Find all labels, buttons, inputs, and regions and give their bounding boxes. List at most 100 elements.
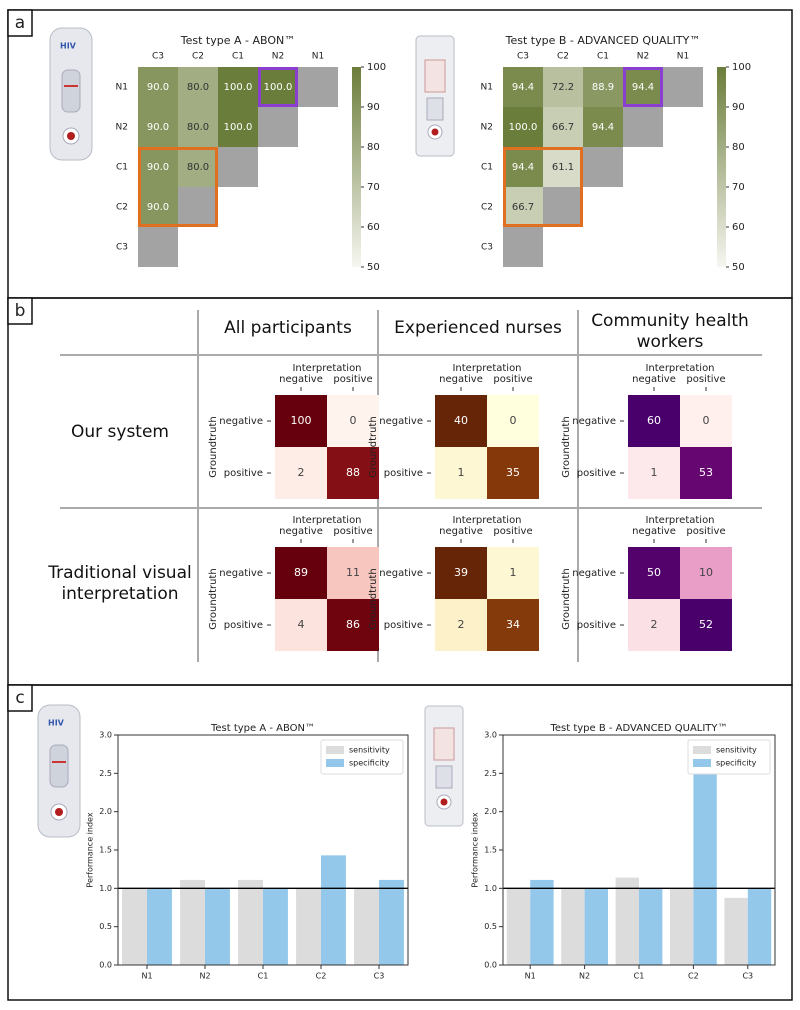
bar xyxy=(584,888,608,965)
y-tick-label: positive xyxy=(224,468,263,479)
diagonal-cell xyxy=(178,187,218,227)
panel-label-box xyxy=(7,9,33,37)
matrix-cell xyxy=(275,547,327,599)
highlight-box xyxy=(258,67,298,107)
y-axis-label: Groundtruth xyxy=(561,416,572,477)
x-tick-label: positive xyxy=(333,526,372,537)
plot-frame xyxy=(502,734,776,966)
table-rules xyxy=(60,310,762,662)
panel-label-box xyxy=(7,297,33,325)
legend-label: specificity xyxy=(716,759,757,768)
y-tick-label: negative xyxy=(572,416,616,427)
cell-label: 80.0 xyxy=(187,82,209,93)
x-tick-label: C3 xyxy=(152,52,164,62)
x-tick-label: negative xyxy=(439,374,483,385)
cell-label: 90.0 xyxy=(147,122,169,133)
bar xyxy=(747,888,772,965)
diagonal-cell xyxy=(138,227,178,267)
y-tick-label: negative xyxy=(219,416,263,427)
legend-swatch xyxy=(326,746,344,754)
bar xyxy=(561,888,585,965)
x-tick-label: C2 xyxy=(688,972,699,981)
x-tick-label: negative xyxy=(279,374,323,385)
y-tick-label: negative xyxy=(379,416,423,427)
cell-label: 90.0 xyxy=(147,162,169,173)
cell-label: 52 xyxy=(699,618,713,631)
cell-label: 86 xyxy=(346,618,360,631)
x-tick-label: negative xyxy=(279,526,323,537)
y-tick-label: C3 xyxy=(116,243,128,253)
y-tick-label: 2.0 xyxy=(484,807,497,816)
cell-label: 88 xyxy=(346,466,360,479)
chart-title: Test type A - ABON™ xyxy=(210,723,315,734)
x-tick-label: negative xyxy=(632,526,676,537)
y-tick-label: negative xyxy=(219,568,263,579)
cell-label: 4 xyxy=(298,618,305,631)
bar xyxy=(724,897,748,965)
y-axis-label: Performance index xyxy=(86,812,95,887)
device-text: HIV xyxy=(48,719,65,728)
y-axis-label: Groundtruth xyxy=(368,568,379,629)
colorbar-tick-label: 80 xyxy=(732,142,745,153)
bar xyxy=(506,888,531,965)
cell-label: 100.0 xyxy=(264,82,293,93)
x-axis-label: Interpretation xyxy=(292,515,361,526)
matrix-cell xyxy=(680,395,732,447)
y-axis-label: Groundtruth xyxy=(561,568,572,629)
test-device xyxy=(424,705,464,827)
cell-label: 100 xyxy=(291,414,312,427)
diagonal-cell xyxy=(298,67,338,107)
matrix-cell xyxy=(487,395,539,447)
heatmap-cell xyxy=(623,67,663,107)
diagonal-cell xyxy=(663,67,703,107)
y-tick-label: 1.5 xyxy=(484,846,497,855)
column-header: All participants xyxy=(224,318,352,338)
y-tick-label: N1 xyxy=(116,83,128,93)
bar xyxy=(379,879,404,965)
y-axis-label: Performance index xyxy=(471,812,480,887)
colorbar xyxy=(352,67,361,267)
y-tick-label: N2 xyxy=(481,123,493,133)
colorbar-tick-label: 60 xyxy=(367,222,380,233)
y-axis-label: Groundtruth xyxy=(208,416,219,477)
matrix-cell xyxy=(435,447,487,499)
bar xyxy=(530,879,554,965)
heatmap-cell xyxy=(178,147,218,187)
x-tick-label: N1 xyxy=(525,972,536,981)
y-tick-label: positive xyxy=(577,620,616,631)
x-axis-label: Interpretation xyxy=(452,363,521,374)
legend-label: sensitivity xyxy=(349,746,390,755)
matrix-cell xyxy=(680,599,732,651)
x-tick-label: N2 xyxy=(637,52,649,62)
colorbar xyxy=(717,67,726,267)
bar xyxy=(639,888,663,965)
bar xyxy=(180,879,205,965)
cell-label: 2 xyxy=(651,618,658,631)
plot-frame xyxy=(117,734,409,966)
heatmap-cell xyxy=(178,107,218,147)
bar xyxy=(147,888,172,965)
chart-title: Test type A - ABON™ xyxy=(180,34,295,47)
matrix-cell xyxy=(327,599,379,651)
heatmap-cell xyxy=(138,187,178,227)
panel-frame xyxy=(7,9,793,299)
x-tick-label: C2 xyxy=(192,52,204,62)
cell-label: 94.4 xyxy=(512,162,534,173)
matrix-cell xyxy=(275,447,327,499)
bar xyxy=(693,773,717,965)
heatmap-cell xyxy=(138,67,178,107)
legend-label: specificity xyxy=(349,759,390,768)
y-tick-label: positive xyxy=(384,620,423,631)
matrix-cell xyxy=(487,447,539,499)
matrix-cell xyxy=(628,599,680,651)
diagonal-cell xyxy=(218,147,258,187)
chart-title: Test type B - ADVANCED QUALITY™ xyxy=(505,34,701,47)
cell-label: 94.4 xyxy=(592,122,614,133)
bar xyxy=(354,888,379,965)
x-tick-label: positive xyxy=(493,374,532,385)
heatmap-cell xyxy=(138,147,178,187)
x-tick-label: N2 xyxy=(199,972,210,981)
x-tick-label: N1 xyxy=(677,52,689,62)
cell-label: 89 xyxy=(294,566,308,579)
matrix-cell xyxy=(435,395,487,447)
